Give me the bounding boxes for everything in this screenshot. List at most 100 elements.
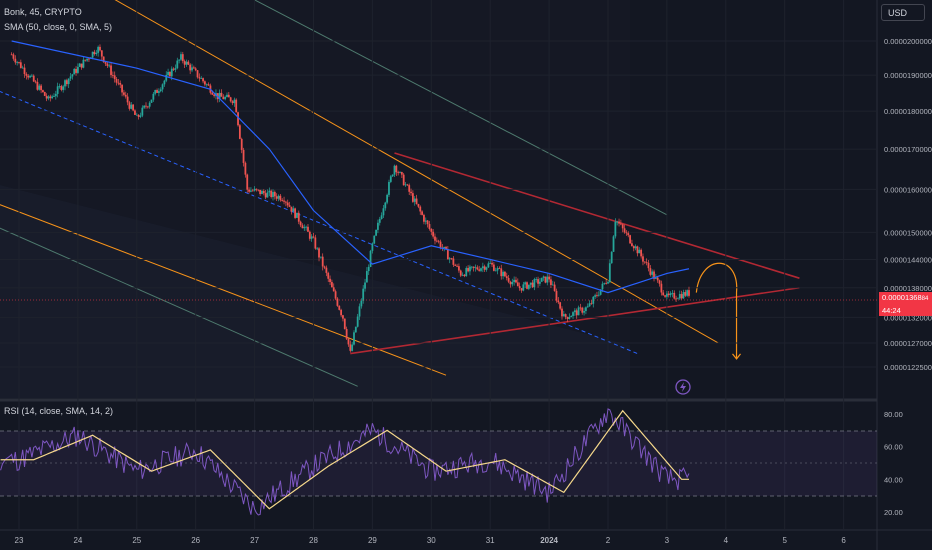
y-tick-label: 0.0000170000 bbox=[884, 145, 932, 154]
candle-body bbox=[305, 226, 308, 228]
candle-body bbox=[163, 80, 166, 85]
candle-body bbox=[67, 78, 70, 85]
candle-body bbox=[647, 262, 650, 269]
candle-body bbox=[159, 89, 162, 92]
candle-body bbox=[292, 208, 295, 212]
candle-body bbox=[176, 60, 179, 69]
candle-body bbox=[10, 54, 13, 56]
projection-path[interactable] bbox=[695, 262, 738, 359]
candle-body bbox=[277, 195, 280, 199]
lightning-icon[interactable] bbox=[675, 379, 691, 395]
candle-body bbox=[596, 295, 598, 297]
candle-body bbox=[489, 262, 492, 264]
candle-body bbox=[310, 236, 313, 239]
candle-body bbox=[400, 172, 403, 175]
candle-body bbox=[77, 66, 79, 73]
candle-body bbox=[454, 264, 457, 266]
candle-body bbox=[99, 46, 101, 51]
candle-body bbox=[632, 246, 635, 249]
x-tick-label: 25 bbox=[132, 536, 141, 545]
candle-body bbox=[152, 93, 155, 100]
candle-body bbox=[301, 225, 304, 229]
candle-body bbox=[343, 318, 346, 329]
candle-body bbox=[625, 232, 628, 234]
sma-legend[interactable]: SMA (50, close, 0, SMA, 5) bbox=[4, 22, 113, 32]
candle-body bbox=[452, 258, 455, 265]
candle-body bbox=[572, 312, 574, 316]
candle-body bbox=[406, 184, 409, 186]
candle-body bbox=[204, 81, 206, 85]
channel-shade-upper bbox=[0, 0, 630, 345]
channel-outer-lower[interactable] bbox=[0, 211, 358, 387]
candle-body bbox=[682, 292, 685, 299]
candle-body bbox=[56, 86, 59, 94]
candle-body bbox=[128, 102, 131, 109]
candle-body bbox=[542, 276, 545, 278]
channel-lower[interactable] bbox=[0, 189, 447, 376]
candle-body bbox=[669, 293, 672, 296]
candle-body bbox=[667, 293, 670, 296]
candle-body bbox=[233, 99, 236, 104]
candle-body bbox=[53, 96, 55, 97]
candle-body bbox=[268, 190, 271, 193]
candle-body bbox=[505, 276, 508, 279]
candle-body bbox=[594, 295, 597, 297]
candle-body bbox=[86, 58, 89, 61]
candle-body bbox=[202, 78, 204, 82]
candle-body bbox=[194, 68, 197, 71]
candle-body bbox=[588, 303, 591, 307]
channel-upper[interactable] bbox=[0, 0, 719, 344]
candle-body bbox=[535, 279, 538, 280]
candle-body bbox=[380, 215, 383, 220]
candle-body bbox=[612, 236, 615, 252]
candle-body bbox=[167, 71, 169, 75]
candle-body bbox=[509, 281, 512, 285]
chart-title[interactable]: Bonk, 45, CRYPTO bbox=[4, 7, 82, 17]
candle-body bbox=[369, 250, 372, 267]
candle-body bbox=[522, 284, 525, 291]
candle-body bbox=[294, 208, 296, 218]
candle-body bbox=[537, 279, 539, 284]
y-tick-label: 0.0000138000 bbox=[884, 284, 932, 293]
candle-body bbox=[334, 291, 337, 299]
candle-body bbox=[570, 315, 573, 318]
candle-body bbox=[262, 190, 265, 194]
x-tick-label: 4 bbox=[724, 536, 729, 545]
candle-body bbox=[423, 214, 425, 222]
candle-body bbox=[45, 95, 48, 99]
rsi-legend[interactable]: RSI (14, close, SMA, 14, 2) bbox=[4, 406, 114, 416]
candle-body bbox=[71, 74, 74, 77]
candle-body bbox=[395, 165, 398, 173]
candle-body bbox=[303, 227, 306, 229]
candle-body bbox=[619, 223, 622, 225]
candle-body bbox=[478, 269, 481, 271]
candle-body bbox=[356, 316, 359, 327]
candle-body bbox=[445, 246, 447, 250]
x-tick-label: 24 bbox=[73, 536, 82, 545]
candle-body bbox=[456, 265, 458, 267]
candle-body bbox=[126, 96, 129, 103]
candle-body bbox=[104, 62, 107, 64]
candle-body bbox=[450, 258, 453, 260]
candle-body bbox=[88, 58, 90, 60]
candle-body bbox=[145, 105, 147, 107]
candle-body bbox=[319, 256, 322, 258]
y-tick-label: 0.0000200000 bbox=[884, 37, 932, 46]
candle-body bbox=[178, 59, 181, 61]
x-tick-label: 6 bbox=[841, 536, 846, 545]
wedge-upper[interactable] bbox=[394, 152, 800, 279]
candle-body bbox=[391, 174, 394, 177]
candle-body bbox=[671, 292, 674, 294]
candle-body bbox=[318, 248, 320, 258]
currency-button[interactable]: USD bbox=[881, 4, 925, 21]
candle-body bbox=[513, 279, 516, 283]
candle-body bbox=[480, 268, 482, 271]
candle-body bbox=[329, 278, 331, 283]
candle-body bbox=[27, 75, 30, 78]
candle-body bbox=[581, 307, 584, 313]
y-tick-label: 0.0000132000 bbox=[884, 313, 932, 322]
candle-body bbox=[388, 181, 390, 195]
projection-arrowhead[interactable] bbox=[732, 353, 741, 360]
channel-shade bbox=[0, 185, 630, 398]
